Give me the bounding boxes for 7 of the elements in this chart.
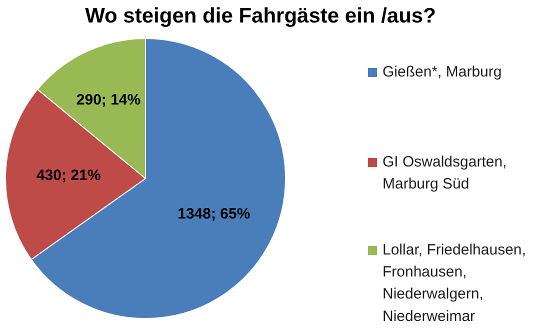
data-label: 290; 14% [76,91,141,108]
legend-label: Lollar, Friedelhausen, Fronhausen, Niederwalgern, Niederweimar [382,242,526,325]
data-label: 430; 21% [36,167,101,184]
legend-label: Gießen*, Marburg [382,64,502,80]
legend-label: GI Oswaldsgarten, Marburg Süd [382,154,507,193]
data-label: 1348; 65% [178,205,250,222]
chart-title: Wo steigen die Fahrgäste ein /aus? [85,4,436,28]
